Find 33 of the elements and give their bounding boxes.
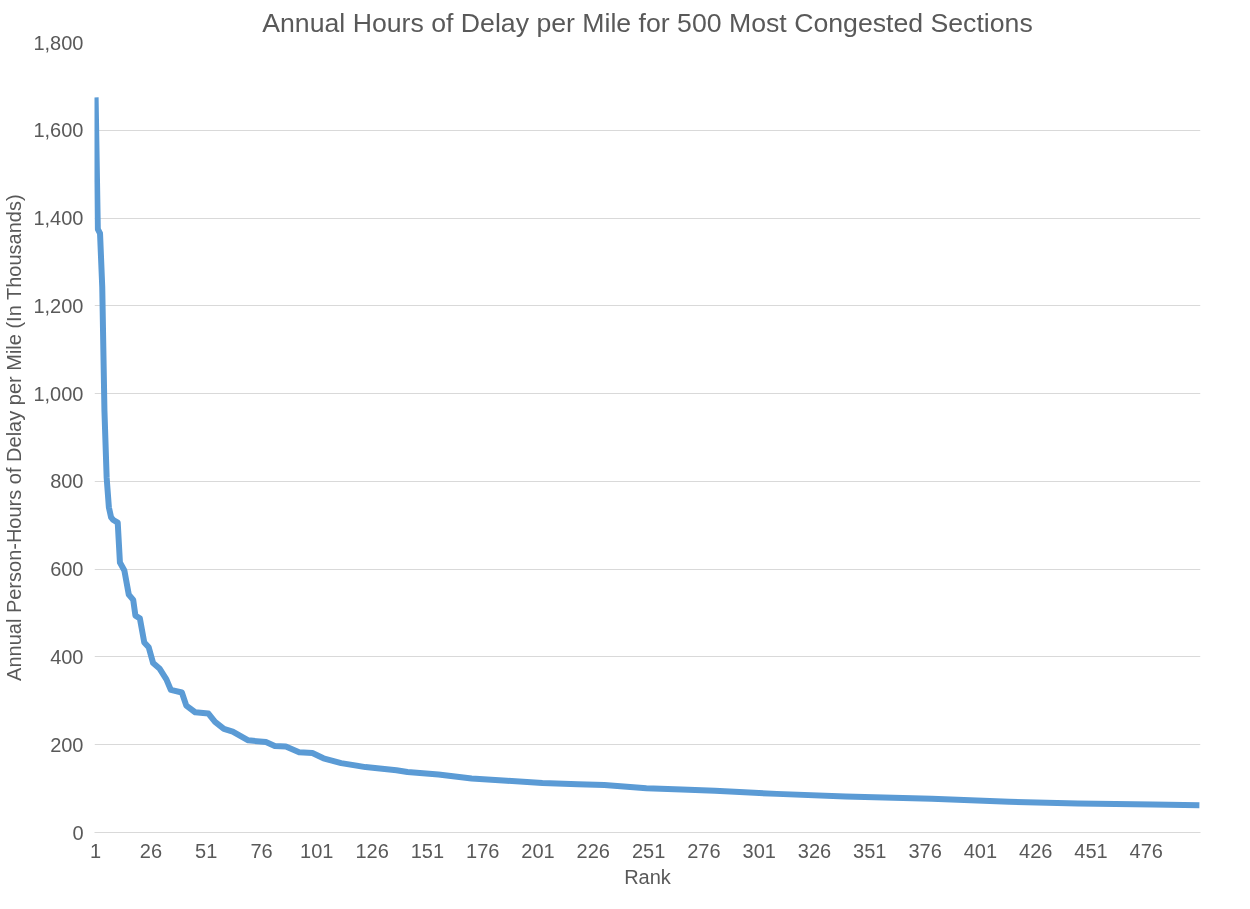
x-tick-label: 326 xyxy=(797,839,832,862)
y-tick-label: 600 xyxy=(50,558,84,581)
y-tick-label: 400 xyxy=(50,645,84,668)
x-tick-label: 51 xyxy=(195,839,218,862)
y-tick-label: 1,000 xyxy=(33,382,84,405)
x-tick-label: 301 xyxy=(742,839,776,862)
x-tick-label: 151 xyxy=(410,839,445,862)
y-tick-label: 200 xyxy=(50,733,84,756)
y-tick-label: 0 xyxy=(72,821,84,844)
y-axis-title: Annual Person-Hours of Delay per Mile (In Thousands) xyxy=(3,194,26,681)
x-tick-label: 176 xyxy=(466,839,500,862)
x-tick-label: 76 xyxy=(250,839,273,862)
y-tick-label: 1,600 xyxy=(33,119,84,142)
x-tick-label: 426 xyxy=(1019,839,1053,862)
x-tick-label: 251 xyxy=(631,839,666,862)
y-tick-label: 1,400 xyxy=(33,207,84,230)
x-tick-label: 126 xyxy=(355,839,389,862)
x-tick-label: 376 xyxy=(908,839,942,862)
x-tick-label: 476 xyxy=(1129,839,1163,862)
x-tick-label: 351 xyxy=(853,839,887,862)
y-tick-label: 800 xyxy=(50,470,84,493)
x-tick-label: 1 xyxy=(90,839,102,862)
y-tick-label: 1,800 xyxy=(33,31,84,54)
x-tick-label: 276 xyxy=(687,839,721,862)
x-axis-title: Rank xyxy=(624,865,672,888)
x-tick-label: 451 xyxy=(1074,839,1108,862)
x-tick-label: 101 xyxy=(300,839,334,862)
x-tick-label: 201 xyxy=(521,839,555,862)
chart-title: Annual Hours of Delay per Mile for 500 Most Congested Sections xyxy=(262,7,1033,38)
x-tick-label: 401 xyxy=(963,839,998,862)
x-tick-label: 26 xyxy=(139,839,163,862)
x-tick-label: 226 xyxy=(576,839,610,862)
y-tick-label: 1,200 xyxy=(33,294,84,317)
